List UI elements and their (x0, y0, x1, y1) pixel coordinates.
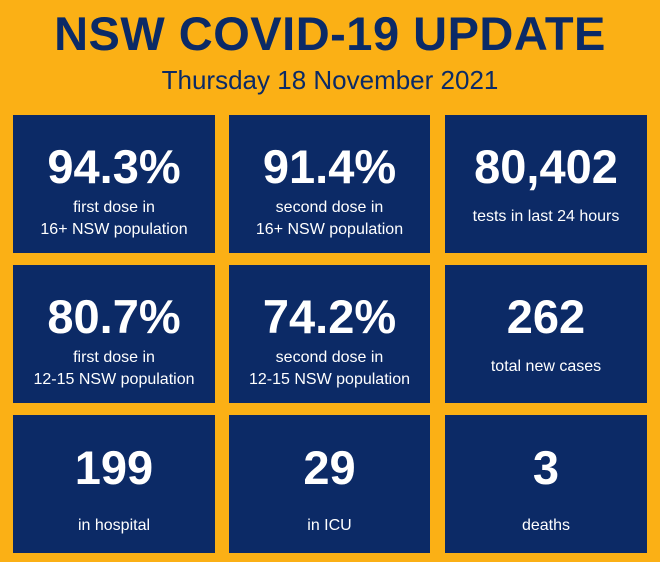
stat-caption-line: tests in last 24 hours (472, 208, 620, 225)
stat-caption-line: total new cases (490, 358, 602, 375)
stat-caption-line: deaths (521, 517, 571, 534)
page-date: Thursday 18 November 2021 (161, 65, 499, 95)
stat-caption: in hospital (13, 515, 215, 537)
stat-value: 29 (303, 441, 356, 494)
stat-caption: tests in last 24 hours (445, 206, 647, 228)
stat-caption: second dose in 16+ NSW population (229, 197, 430, 241)
stat-caption: total new cases (445, 356, 647, 378)
stat-value: 199 (74, 441, 154, 494)
stat-value: 91.4% (262, 140, 397, 193)
stat-value: 74.2% (262, 290, 397, 343)
stat-card-second-dose-12-15: 74.2% second dose in 12-15 NSW populatio… (229, 265, 430, 403)
stat-caption-line: in hospital (77, 517, 151, 534)
stat-caption: deaths (445, 515, 647, 537)
stat-value: 80,402 (474, 140, 618, 193)
stat-caption: in ICU (229, 515, 430, 537)
stat-caption-line: second dose in (275, 199, 384, 216)
stat-card-first-dose-16plus: 94.3% first dose in 16+ NSW population (13, 115, 215, 253)
stat-card-deaths: 3 deaths (445, 415, 647, 553)
stat-caption: second dose in 12-15 NSW population (229, 347, 430, 391)
page-title: NSW COVID-19 UPDATE (54, 7, 606, 60)
stat-value: 94.3% (47, 140, 181, 193)
stat-card-new-cases: 262 total new cases (445, 265, 647, 403)
stat-caption-line: 16+ NSW population (40, 221, 188, 238)
stat-caption-line: second dose in (275, 349, 384, 366)
stat-caption: first dose in 16+ NSW population (13, 197, 215, 241)
stat-caption-line: in ICU (307, 517, 352, 534)
stat-caption-line: first dose in (73, 199, 155, 216)
stat-card-tests: 80,402 tests in last 24 hours (445, 115, 647, 253)
stat-card-hospital: 199 in hospital (13, 415, 215, 553)
stat-value: 262 (506, 290, 586, 343)
stat-caption-line: 12-15 NSW population (249, 371, 410, 388)
stat-caption-line: first dose in (73, 349, 155, 366)
stat-caption-line: 16+ NSW population (255, 221, 404, 238)
stat-caption: first dose in 12-15 NSW population (13, 347, 215, 391)
stat-card-second-dose-16plus: 91.4% second dose in 16+ NSW population (229, 115, 430, 253)
stat-card-icu: 29 in ICU (229, 415, 430, 553)
stat-value: 80.7% (47, 290, 181, 343)
stat-card-first-dose-12-15: 80.7% first dose in 12-15 NSW population (13, 265, 215, 403)
stat-caption-line: 12-15 NSW population (33, 371, 195, 388)
stat-value: 3 (532, 441, 560, 494)
